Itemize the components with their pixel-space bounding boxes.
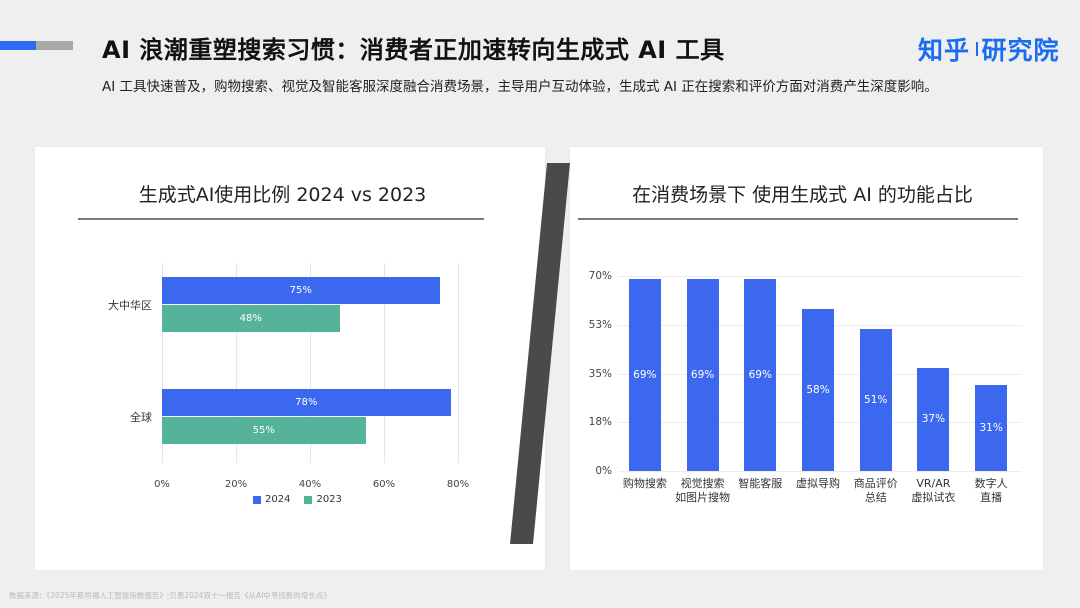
feature-bar: 69% <box>686 278 719 471</box>
legend-label-2024: 2024 <box>265 494 291 505</box>
category-label: 全球 <box>130 411 152 424</box>
feature-bar: 51% <box>859 328 892 471</box>
logo-separator <box>976 42 978 56</box>
zhihu-research-logo: 知乎 研究院 <box>918 31 1060 67</box>
accent-bar <box>0 41 73 50</box>
category-label: 购物搜索 <box>622 477 667 490</box>
legend-swatch-2024 <box>253 495 261 504</box>
y-tick-label: 18% <box>588 416 612 429</box>
y-gridline <box>618 471 1022 472</box>
category-label: VR/AR 虚拟试衣 <box>911 477 956 504</box>
x-tick-label: 80% <box>446 479 470 490</box>
category-label: 虚拟导购 <box>796 477 840 490</box>
x-gridline <box>458 263 459 463</box>
y-tick-label: 35% <box>588 367 612 380</box>
right-chart-title: 在消费场景下 使用生成式 AI 的功能占比 <box>632 184 973 206</box>
bar-2023: 55% <box>162 417 366 444</box>
bar-2023: 48% <box>162 305 340 332</box>
y-tick-label: 0% <box>595 465 612 477</box>
x-gridline <box>236 263 237 463</box>
chart-legend: 2024 2023 <box>253 494 342 505</box>
feature-bar: 58% <box>802 309 834 471</box>
legend-label-2023: 2023 <box>316 494 342 505</box>
feature-bar: 69% <box>744 278 777 471</box>
page-subtitle: AI 工具快速普及，购物搜索、视觉及智能客服深度融合消费场景，主导用户互动体验，… <box>102 79 938 95</box>
bar-2024: 78% <box>162 389 451 416</box>
horizontal-bar-chart: 75% 48% 78% 55% <box>162 263 459 463</box>
x-gridline <box>162 263 163 463</box>
bar-2024: 75% <box>162 277 440 304</box>
y-tick-label: 53% <box>588 318 612 331</box>
usage-comparison-card <box>35 147 545 570</box>
page-title: AI 浪潮重塑搜索习惯：消费者正加速转向生成式 AI 工具 <box>102 36 725 64</box>
y-tick-label: 70% <box>588 270 612 282</box>
category-label: 数字人 直播 <box>974 477 1008 504</box>
right-title-rule <box>578 218 1018 220</box>
category-label: 大中华区 <box>108 299 152 312</box>
x-tick-label: 60% <box>372 479 396 490</box>
accent-bar-gray <box>36 41 73 50</box>
x-tick-label: 20% <box>224 479 248 490</box>
x-gridline <box>384 263 385 463</box>
accent-bar-blue <box>0 41 36 50</box>
x-gridline <box>310 263 311 463</box>
left-title-rule <box>78 218 484 220</box>
x-tick-label: 0% <box>154 479 170 490</box>
logo-zhihu: 知乎 <box>918 36 971 65</box>
feature-bar: 31% <box>975 384 1008 471</box>
feature-bar: 37% <box>917 367 950 471</box>
left-chart-title: 生成式AI使用比例 2024 vs 2023 <box>138 184 427 206</box>
vertical-bar-chart: 69% 69% 69% 58% 51% 37% 31% <box>618 276 1022 472</box>
logo-research: 研究院 <box>981 36 1060 65</box>
y-gridline <box>618 276 1022 277</box>
category-label: 视觉搜索 如图片搜物 <box>675 477 731 504</box>
category-label: 智能客服 <box>738 477 783 490</box>
category-label: 商品评价 总结 <box>853 477 898 504</box>
legend-swatch-2023 <box>304 495 313 504</box>
x-tick-label: 40% <box>298 479 322 490</box>
data-source-note: 数据来源：《2025年斯坦福人工智能指数报告》;贝恩2024双十一报告《从AI中… <box>9 591 331 600</box>
feature-bar: 69% <box>628 278 661 471</box>
